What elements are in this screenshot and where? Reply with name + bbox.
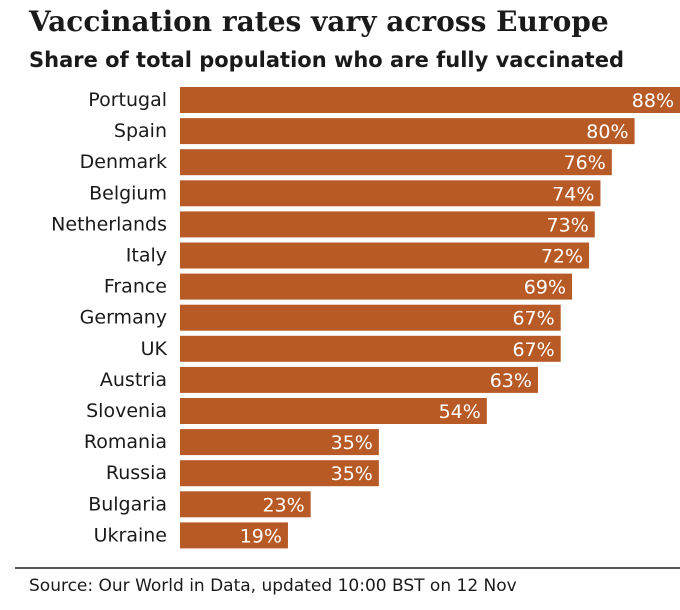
bar-denmark bbox=[180, 149, 612, 176]
value-label-austria: 63% bbox=[490, 370, 532, 392]
value-label-italy: 72% bbox=[541, 246, 583, 268]
bar-germany bbox=[180, 304, 561, 331]
category-label-denmark: Denmark bbox=[80, 151, 167, 173]
bar-italy bbox=[180, 242, 590, 269]
category-label-bulgaria: Bulgaria bbox=[88, 493, 167, 515]
category-label-belgium: Belgium bbox=[89, 182, 167, 204]
value-label-netherlands: 73% bbox=[547, 214, 589, 236]
bar-france bbox=[180, 273, 573, 300]
category-label-germany: Germany bbox=[80, 307, 167, 329]
bar-belgium bbox=[180, 180, 601, 207]
category-label-italy: Italy bbox=[126, 245, 167, 267]
bar-portugal bbox=[180, 87, 680, 113]
bar-uk bbox=[180, 335, 561, 362]
chart-subtitle: Share of total population who are fully … bbox=[29, 48, 624, 72]
bar-slovenia bbox=[180, 398, 487, 424]
source-note: Source: Our World in Data, updated 10:00… bbox=[29, 576, 517, 596]
bar-spain bbox=[180, 118, 635, 145]
category-label-portugal: Portugal bbox=[88, 89, 167, 111]
value-label-bulgaria: 23% bbox=[262, 494, 304, 516]
footer-divider bbox=[15, 567, 680, 569]
bar-russia bbox=[180, 460, 379, 487]
value-label-belgium: 74% bbox=[552, 183, 594, 205]
value-label-denmark: 76% bbox=[564, 152, 606, 174]
category-label-ukraine: Ukraine bbox=[94, 524, 167, 546]
value-label-uk: 67% bbox=[512, 339, 554, 361]
category-label-russia: Russia bbox=[106, 462, 167, 484]
value-label-romania: 35% bbox=[331, 432, 373, 454]
category-label-slovenia: Slovenia bbox=[86, 400, 167, 422]
category-label-uk: UK bbox=[141, 338, 168, 360]
bar-ukraine bbox=[180, 522, 288, 549]
bar-bulgaria bbox=[180, 491, 311, 518]
value-label-germany: 67% bbox=[512, 308, 554, 330]
category-label-netherlands: Netherlands bbox=[51, 213, 167, 235]
bar-netherlands bbox=[180, 211, 595, 238]
value-label-france: 69% bbox=[524, 277, 566, 299]
value-label-russia: 35% bbox=[331, 463, 373, 485]
value-label-ukraine: 19% bbox=[240, 525, 282, 547]
chart-title: Vaccination rates vary across Europe bbox=[29, 5, 609, 38]
bar-romania bbox=[180, 429, 379, 456]
category-label-france: France bbox=[104, 276, 167, 298]
value-label-spain: 80% bbox=[586, 121, 628, 143]
bar-austria bbox=[180, 366, 538, 393]
category-label-austria: Austria bbox=[100, 369, 167, 391]
value-label-portugal: 88% bbox=[632, 90, 674, 112]
value-label-slovenia: 54% bbox=[439, 401, 481, 423]
category-label-spain: Spain bbox=[114, 120, 167, 142]
bar-chart: Portugal 88% Spain 80% Denmark 76% Belgium 74% N… bbox=[51, 87, 680, 549]
category-label-romania: Romania bbox=[84, 431, 167, 453]
